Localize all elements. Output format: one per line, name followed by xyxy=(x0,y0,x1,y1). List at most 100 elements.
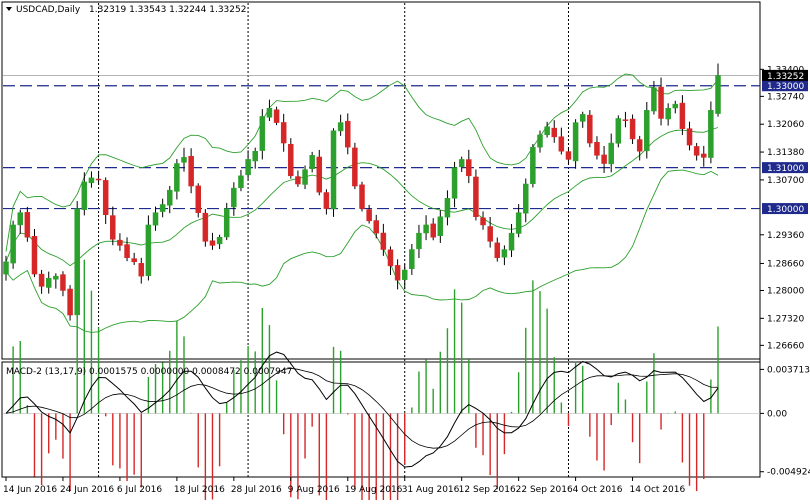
level-badge xyxy=(762,162,808,174)
price-tick-label: 1.28000 xyxy=(767,286,804,296)
candle-body xyxy=(523,183,529,214)
band-middle-line xyxy=(5,127,719,267)
candle-body xyxy=(223,208,230,238)
date-tick-label: 12 Sep 2016 xyxy=(459,485,516,495)
band-upper-line xyxy=(5,73,719,252)
price-tick-label: 1.29360 xyxy=(767,231,804,241)
candle-body xyxy=(181,157,187,163)
price-tick-label: 1.32060 xyxy=(767,120,804,130)
candle-body xyxy=(373,220,379,234)
candle-body xyxy=(608,142,614,165)
macd-tick-label: -0.004924 xyxy=(767,468,810,478)
date-tick-label: 24 Jun 2016 xyxy=(60,485,114,495)
date-tick-label: 18 Jul 2016 xyxy=(174,485,225,495)
candle-body xyxy=(330,130,337,210)
price-tick-label: 1.31380 xyxy=(767,148,804,158)
candle-body xyxy=(409,249,415,269)
candle-body xyxy=(558,136,565,152)
candle-body xyxy=(10,224,16,264)
candle-body xyxy=(159,204,166,212)
candle-body xyxy=(658,86,664,119)
macd-line xyxy=(5,351,719,468)
candle-body xyxy=(473,176,479,218)
candle-body xyxy=(195,185,201,213)
candle-body xyxy=(551,127,557,138)
candle-body xyxy=(615,118,622,144)
candle-body xyxy=(209,240,216,246)
candle-body xyxy=(67,288,73,316)
candle-body xyxy=(81,181,88,210)
candle-body xyxy=(693,146,700,156)
candle-body xyxy=(579,114,586,122)
collapse-icon[interactable] xyxy=(6,7,12,11)
candle-body xyxy=(188,155,194,187)
date-tick-label: 28 Jul 2016 xyxy=(231,485,282,495)
candle-body xyxy=(309,155,315,169)
candle-body xyxy=(95,178,102,181)
level-badge xyxy=(762,80,808,92)
candle-body xyxy=(679,102,686,129)
candle-body xyxy=(622,119,629,121)
band-lower-line xyxy=(5,169,719,333)
ohlc-label: 1.32319 1.33543 1.32244 1.33252 xyxy=(89,5,246,15)
level-badge xyxy=(762,203,808,215)
candle-body xyxy=(444,198,451,218)
candle-body xyxy=(494,242,501,258)
level-badge-label: 1.33000 xyxy=(767,82,804,92)
date-tick-label: 19 Aug 2016 xyxy=(345,485,403,495)
candle-body xyxy=(45,277,52,288)
candle-body xyxy=(487,226,493,242)
candle-body xyxy=(401,269,408,280)
candle-body xyxy=(480,217,486,226)
candle-body xyxy=(273,109,280,123)
candle-body xyxy=(280,122,287,144)
date-tick-label: 14 Jun 2016 xyxy=(3,485,57,495)
candle-body xyxy=(437,216,444,236)
candle-body xyxy=(451,167,458,199)
candle-body xyxy=(644,110,650,152)
candle-body xyxy=(110,215,116,240)
candle-body xyxy=(359,184,365,209)
date-tick-label: 4 Oct 2016 xyxy=(573,485,623,495)
candle-body xyxy=(508,232,515,251)
candle-body xyxy=(88,177,95,184)
candle-body xyxy=(544,126,550,136)
candle-body xyxy=(117,239,123,246)
candle-body xyxy=(458,159,465,168)
price-tick-label: 1.32740 xyxy=(767,92,804,102)
candle-body xyxy=(466,159,472,177)
candle-body xyxy=(131,258,137,263)
candle-body xyxy=(302,169,308,185)
symbol-label: USDCAD,Daily xyxy=(16,5,81,15)
candle-body xyxy=(715,75,721,114)
current-price-badge xyxy=(762,69,808,81)
candle-body xyxy=(423,224,429,234)
candle-body xyxy=(537,134,543,148)
level-badge-label: 1.30000 xyxy=(767,205,804,215)
candle-body xyxy=(60,274,66,291)
candle-body xyxy=(565,151,572,160)
candle-body xyxy=(416,232,422,250)
candle-body xyxy=(394,265,401,281)
candle-body xyxy=(651,87,657,112)
candle-body xyxy=(245,159,251,176)
level-badge-label: 1.31000 xyxy=(767,164,804,174)
candle-body xyxy=(387,249,394,267)
candle-body xyxy=(145,224,152,276)
candle-body xyxy=(167,189,173,206)
candle-body xyxy=(352,147,358,187)
candle-body xyxy=(665,107,671,120)
date-tick-label: 9 Aug 2016 xyxy=(288,485,340,495)
macd-tick-label: 0.00 xyxy=(767,409,787,419)
candle-body xyxy=(530,146,536,185)
candle-body xyxy=(216,236,223,245)
candle-body xyxy=(31,236,38,275)
candle-body xyxy=(708,110,714,158)
candle-body xyxy=(53,275,59,280)
candle-body xyxy=(594,142,600,156)
date-tick-label: 14 Oct 2016 xyxy=(630,485,686,495)
candle-body xyxy=(238,175,244,189)
macd-panel-frame xyxy=(1,361,761,478)
